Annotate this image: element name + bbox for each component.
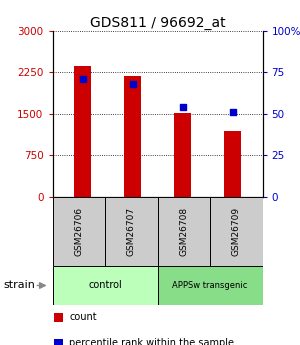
Text: strain: strain xyxy=(3,280,35,290)
Bar xyxy=(52,266,158,305)
Bar xyxy=(54,313,63,322)
Bar xyxy=(224,131,241,197)
Text: GSM26707: GSM26707 xyxy=(127,207,136,256)
Text: APPSw transgenic: APPSw transgenic xyxy=(172,281,248,290)
Text: percentile rank within the sample: percentile rank within the sample xyxy=(69,338,234,345)
Bar xyxy=(174,113,191,197)
Point xyxy=(80,76,85,82)
Title: GDS811 / 96692_at: GDS811 / 96692_at xyxy=(90,16,225,30)
Bar xyxy=(54,339,63,345)
Text: GSM26709: GSM26709 xyxy=(232,207,241,256)
Point xyxy=(130,81,135,87)
Bar xyxy=(124,76,141,197)
Bar xyxy=(74,66,91,197)
Text: GSM26708: GSM26708 xyxy=(179,207,188,256)
Bar xyxy=(105,197,158,266)
Text: count: count xyxy=(69,313,97,322)
Text: GSM26706: GSM26706 xyxy=(74,207,83,256)
Bar xyxy=(210,197,262,266)
Point xyxy=(180,105,185,110)
Text: control: control xyxy=(88,280,122,290)
Bar xyxy=(158,197,210,266)
Bar xyxy=(158,266,262,305)
Point xyxy=(230,109,235,115)
Bar xyxy=(52,197,105,266)
